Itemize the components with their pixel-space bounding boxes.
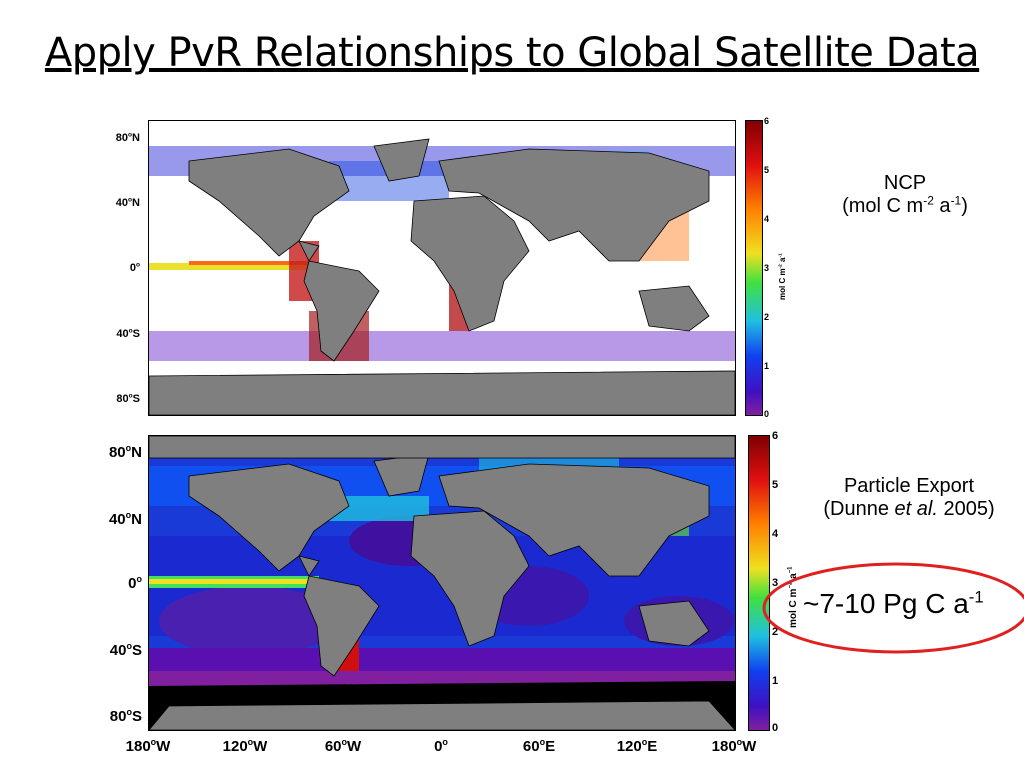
export-annotation-title: Particle Export — [843, 475, 975, 497]
export-colorbar-tick: 2 — [772, 626, 779, 638]
slide-title: Apply PvR Relationships to Global Satell… — [44, 30, 980, 76]
export-lon-label: 120oE — [616, 737, 658, 756]
ncp-colorbar-tick: 0 — [764, 409, 770, 419]
export-colorbar-tick: 1 — [772, 675, 779, 687]
export-land — [149, 436, 735, 677]
ncp-colorbar-tick: 3 — [764, 263, 770, 273]
export-lat-label-40s: 40oS — [109, 641, 142, 660]
export-colorbar-tick: 4 — [772, 528, 779, 540]
global-export-total: ~7-10 Pg C a-1 — [803, 587, 984, 619]
export-colorbar-tick: 3 — [772, 577, 779, 589]
export-colorbar-tick: 0 — [772, 722, 779, 734]
highlight-ellipse — [762, 562, 1024, 654]
export-colorbar-tick: 6 — [772, 430, 779, 442]
export-lat-label-40n: 40oN — [108, 510, 142, 529]
ncp-lat-label-40s: 40oS — [116, 327, 140, 340]
ncp-colorbar-tick: 2 — [764, 312, 770, 322]
ncp-colorbar — [745, 120, 763, 416]
ncp-land — [149, 138, 735, 415]
ncp-map — [148, 120, 736, 416]
ncp-map-image — [149, 138, 735, 415]
export-lon-label: 0o — [434, 737, 448, 756]
ncp-lat-label-80s: 80oS — [116, 392, 140, 405]
export-antarctica — [149, 700, 735, 730]
export-annotation-citation: (Dunne et al. 2005) — [823, 498, 995, 520]
ncp-lat-label-0: 0o — [129, 261, 140, 274]
ncp-colorbar-tick: 4 — [764, 214, 770, 224]
export-colorbar — [748, 435, 770, 731]
export-lon-label: 60oE — [522, 737, 556, 756]
ncp-colorbar-label: mol C m-2 a-1 — [778, 253, 787, 300]
export-lat-label-80n: 80oN — [108, 443, 142, 462]
ncp-lat-label-40n: 40oN — [115, 196, 140, 209]
particle-export-map — [148, 435, 736, 731]
export-lat-label-80s: 80oS — [109, 707, 142, 726]
export-lon-label: 180oW — [125, 737, 171, 756]
export-lat-label-0: 0o — [128, 574, 142, 593]
export-colorbar-tick: 5 — [772, 479, 779, 491]
ncp-lat-label-80n: 80oN — [115, 131, 140, 144]
ncp-annotation-units: (mol C m-2 a-1) — [842, 193, 968, 217]
ncp-colorbar-tick: 6 — [764, 116, 770, 126]
export-annotation: Particle Export (Dunne et al. 2005) — [800, 475, 1018, 521]
ncp-annotation: NCP (mol C m-2 a-1) — [810, 172, 1000, 218]
particle-export-map-image — [149, 436, 735, 730]
export-lon-label: 60oW — [324, 737, 362, 756]
ncp-colorbar-tick: 1 — [764, 361, 770, 371]
export-lon-label: 120oW — [222, 737, 268, 756]
ncp-colorbar-tick: 5 — [764, 165, 770, 175]
ncp-annotation-title: NCP — [883, 172, 927, 194]
export-lon-label: 180oW — [711, 737, 757, 756]
